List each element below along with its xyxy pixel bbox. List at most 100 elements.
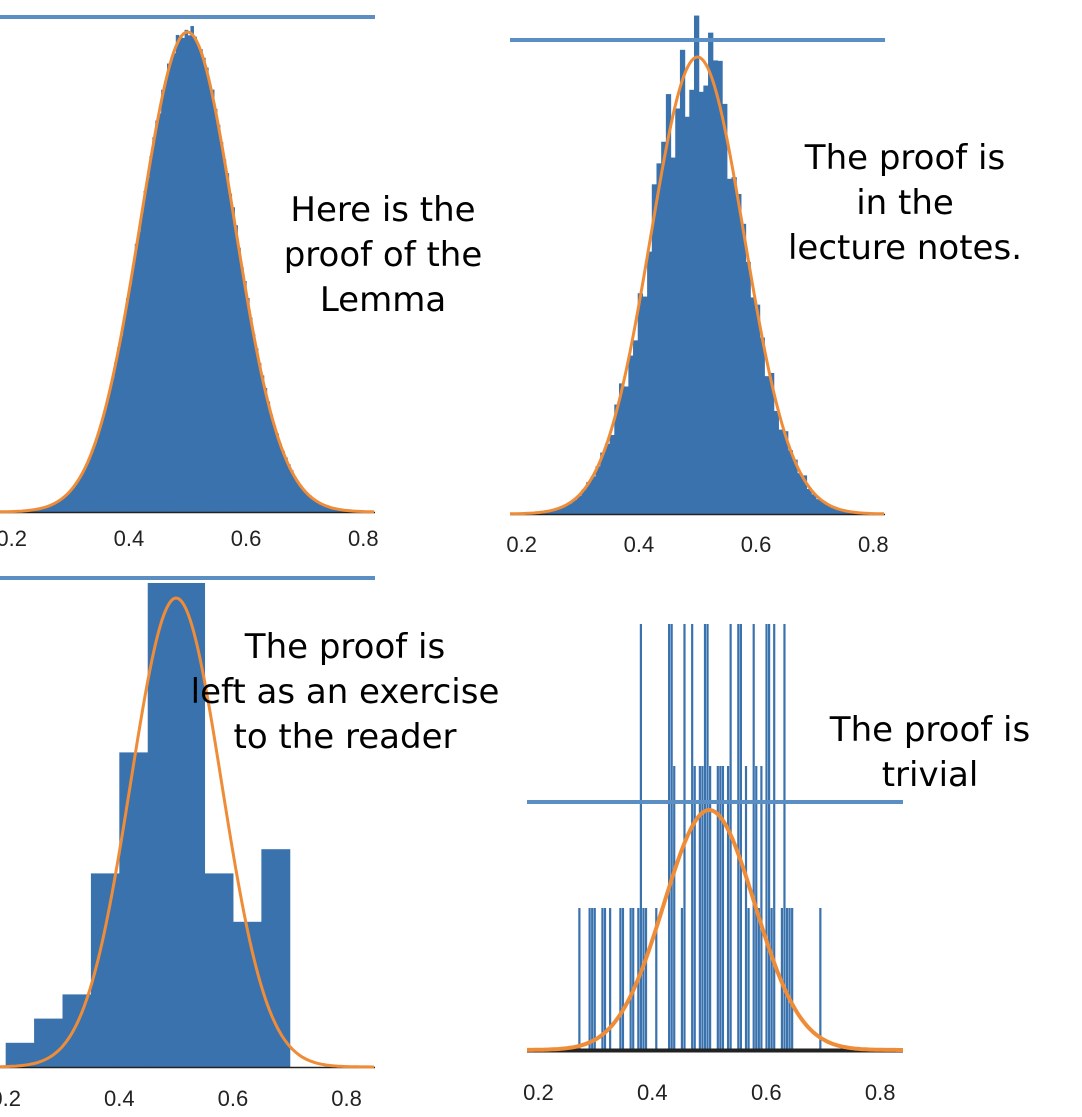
histogram-bar xyxy=(716,766,719,1050)
histogram-bar xyxy=(581,489,587,514)
histogram-bar xyxy=(143,190,148,512)
x-tick-label: 0.8 xyxy=(865,1080,896,1105)
histogram-bar xyxy=(721,766,725,1050)
histogram-bar xyxy=(249,317,253,512)
normal-fit-curve xyxy=(0,30,374,514)
histogram-bar xyxy=(310,497,315,512)
histogram-bar xyxy=(693,15,700,514)
caption-lecture-notes: The proof is in the lecture notes. xyxy=(787,138,1022,268)
histogram-bar xyxy=(205,67,209,513)
histogram-bar xyxy=(603,908,607,1050)
histogram-bar xyxy=(120,335,124,512)
histogram-bar xyxy=(619,908,622,1050)
caption-exercise-to-reader: The proof is left as an exercise to the … xyxy=(190,627,500,757)
histogram-bar xyxy=(158,113,162,512)
histogram-bar xyxy=(219,142,224,512)
histogram-bar xyxy=(278,443,282,512)
normal-fit-curve xyxy=(0,596,374,1069)
x-tick-label: 0.4 xyxy=(637,1080,668,1105)
histogram-bar xyxy=(232,921,262,1067)
histogram-bar xyxy=(55,501,60,512)
histogram-bar xyxy=(651,184,658,515)
histogram-bar xyxy=(815,499,822,514)
histogram-bar xyxy=(655,908,658,1050)
histogram-bar xyxy=(586,482,592,514)
histogram-bar xyxy=(562,504,569,514)
histogram-bar xyxy=(595,466,601,514)
histogram-bar xyxy=(49,504,54,512)
histogram-bar xyxy=(679,49,686,514)
histogram-bar xyxy=(313,500,318,512)
histogram-bar xyxy=(829,506,836,514)
histogram-bar xyxy=(739,624,742,1050)
histogram-bar xyxy=(703,85,709,514)
histogram-bar xyxy=(572,499,578,514)
x-tick-label: 0.4 xyxy=(104,1086,135,1111)
normal-fit-curve xyxy=(510,55,884,516)
histogram-bar xyxy=(693,766,696,1050)
histogram-bar xyxy=(642,296,648,514)
histogram-bar xyxy=(202,57,206,513)
histogram-bar xyxy=(240,267,244,512)
histogram-bar xyxy=(93,443,98,512)
histogram-bar xyxy=(593,908,596,1050)
histogram-bar xyxy=(225,173,230,512)
histogram-bar xyxy=(76,481,80,512)
histogram-bar xyxy=(759,337,765,514)
histogram-bar xyxy=(656,163,662,514)
histogram-bar xyxy=(701,766,704,1050)
histogram-bar xyxy=(609,434,615,514)
histogram-bar xyxy=(216,124,221,512)
histogram-bar xyxy=(717,60,723,514)
histogram-bar xyxy=(600,452,606,514)
histogram-bar xyxy=(553,509,559,514)
histogram-bar xyxy=(181,37,186,512)
histogram-bar xyxy=(193,36,197,513)
histogram-bar xyxy=(712,60,719,514)
histogram-bar xyxy=(787,450,794,514)
histogram-bar xyxy=(295,481,300,512)
histogram-bar xyxy=(204,873,234,1067)
histogram-bar xyxy=(67,492,71,512)
histogram-bar xyxy=(333,508,338,512)
histogram-bar xyxy=(675,108,681,515)
histogram-bar xyxy=(722,103,728,514)
histogram-bar xyxy=(788,908,791,1050)
histogram-bar xyxy=(102,414,107,512)
histogram-bar xyxy=(84,464,89,512)
histogram-bar xyxy=(254,348,259,512)
histogram-bar xyxy=(322,504,326,512)
histogram-bar xyxy=(709,766,712,1050)
histogram-bar xyxy=(698,91,704,514)
histogram-bar xyxy=(169,60,174,512)
histogram-bar xyxy=(647,251,653,515)
histogram-bar xyxy=(764,376,770,514)
histogram-bar xyxy=(633,340,639,514)
histogram-bar xyxy=(73,485,77,512)
histogram-bar xyxy=(767,624,771,1050)
histogram-bar xyxy=(140,212,145,512)
histogram-bar xyxy=(806,488,812,514)
histogram-bar xyxy=(726,178,733,514)
histogram-bar xyxy=(272,425,276,512)
histogram-bar xyxy=(237,247,241,512)
histogram-bar xyxy=(149,155,153,512)
x-tick-label: 0.8 xyxy=(348,526,379,551)
histogram-bar xyxy=(791,908,794,1050)
histogram-bar xyxy=(661,141,667,514)
histogram-bar xyxy=(745,261,751,514)
histogram-bar xyxy=(134,243,139,513)
histogram-bar xyxy=(618,383,625,514)
histogram-bar xyxy=(87,457,92,512)
x-tick-label: 0.2 xyxy=(506,532,537,557)
histogram-bar xyxy=(604,443,611,514)
histogram-bar xyxy=(744,766,748,1050)
x-tick-label: 0.4 xyxy=(624,532,655,557)
histogram-bar xyxy=(839,509,845,514)
histogram-bar xyxy=(172,53,177,513)
histogram-bar xyxy=(825,504,831,514)
histogram-bar xyxy=(639,624,642,1050)
histogram-bar xyxy=(665,94,672,514)
histogram-bar xyxy=(750,297,756,514)
